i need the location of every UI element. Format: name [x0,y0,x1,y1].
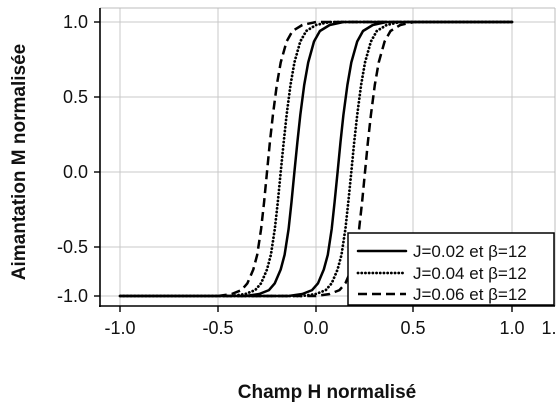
x-tick-label: -1.0 [104,318,135,338]
y-tick-label: 0.5 [63,87,88,107]
axis-ticks: -1.0 -0.5 0.0 0.5 1.0 1. 1.0 0.5 0.0 -0.5 -1.0 [57,12,557,338]
legend-box [347,232,555,306]
legend-entry-j006: J=0.06 et β=12 [358,285,527,304]
series-lines [118,20,514,298]
x-axis-title: Champ H normalisé [238,382,416,403]
legend-label: J=0.04 et β=12 [413,264,527,283]
legend-label: J=0.02 et β=12 [413,242,527,261]
y-tick-label: -1.0 [57,286,88,306]
y-axis-title: Aimantation M normalisée [9,44,30,281]
y-tick-label: -0.5 [57,237,88,257]
legend-label: J=0.06 et β=12 [413,285,527,304]
legend-entry-j002: J=0.02 et β=12 [356,242,527,261]
x-tick-label: 0.5 [400,318,425,338]
plot-frame [99,7,556,307]
x-tick-label: 1. [541,318,556,338]
legend: J=0.02 et β=12 J=0.04 et β=12 J=0.06 et … [347,232,555,306]
series-line-j006 [118,20,512,298]
legend-entry-j004: J=0.04 et β=12 [356,264,527,283]
y-tick-label: 0.0 [63,162,88,182]
x-tick-label: 0.0 [303,318,328,338]
x-tick-label: -0.5 [202,318,233,338]
y-tick-label: 1.0 [63,12,88,32]
x-tick-label: 1.0 [499,318,524,338]
